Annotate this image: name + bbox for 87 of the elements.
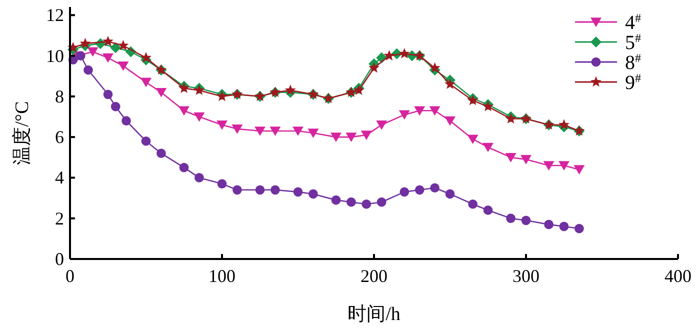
point xyxy=(482,142,494,152)
point xyxy=(468,199,478,209)
point xyxy=(506,214,516,224)
point xyxy=(140,78,152,88)
legend-label: 8$^{#}$ xyxy=(625,51,641,74)
point xyxy=(103,90,113,100)
point xyxy=(543,161,554,170)
point xyxy=(178,106,190,116)
point xyxy=(284,84,296,95)
point xyxy=(293,187,303,197)
point xyxy=(254,126,266,136)
point xyxy=(80,38,91,48)
point xyxy=(376,120,388,130)
point xyxy=(270,126,281,136)
y-tick-label: 12 xyxy=(46,5,64,26)
point xyxy=(376,197,386,207)
point xyxy=(414,185,424,195)
point xyxy=(559,222,569,232)
point xyxy=(110,42,122,54)
point xyxy=(140,52,152,62)
point xyxy=(558,161,570,170)
y-axis-title: 温度/°C xyxy=(11,101,33,165)
point xyxy=(400,187,410,197)
point xyxy=(398,110,410,120)
point xyxy=(331,195,341,205)
point xyxy=(574,224,584,234)
y-tick-label: 4 xyxy=(55,168,64,188)
x-tick-label: 300 xyxy=(512,266,540,286)
point xyxy=(505,152,516,162)
point xyxy=(330,132,342,142)
y-tick-label: 0 xyxy=(55,249,64,269)
point xyxy=(444,116,456,126)
point xyxy=(270,185,280,195)
point xyxy=(414,106,426,116)
point xyxy=(346,197,356,207)
point xyxy=(122,116,131,126)
y-tick-label: 8 xyxy=(55,86,64,106)
point xyxy=(346,132,357,142)
point xyxy=(467,134,478,144)
point xyxy=(194,112,205,122)
point xyxy=(118,40,129,50)
legend-label: 5$^{#}$ xyxy=(625,31,641,54)
point xyxy=(483,206,493,215)
point xyxy=(102,36,114,46)
y-tick-label: 6 xyxy=(55,127,64,148)
point xyxy=(141,136,151,146)
point xyxy=(362,199,372,209)
point xyxy=(574,165,585,175)
point xyxy=(398,48,410,58)
point xyxy=(558,119,570,130)
point xyxy=(429,106,440,116)
point xyxy=(87,47,98,57)
point xyxy=(84,65,93,75)
x-tick-label: 200 xyxy=(360,266,388,286)
point xyxy=(232,185,242,195)
point xyxy=(430,183,440,193)
legend-label: 4$^{#}$ xyxy=(625,11,641,34)
point xyxy=(384,50,395,60)
legend-label: 9$^{#}$ xyxy=(625,71,641,94)
point xyxy=(368,62,380,73)
point xyxy=(216,120,228,130)
x-axis-title: 时间/h xyxy=(348,304,401,325)
point xyxy=(520,155,532,164)
point xyxy=(429,62,440,73)
point xyxy=(521,216,531,226)
point xyxy=(360,130,372,140)
point xyxy=(444,78,456,89)
point xyxy=(308,189,318,199)
point xyxy=(217,179,227,188)
point xyxy=(102,53,114,63)
point xyxy=(445,189,455,199)
point xyxy=(292,126,304,136)
point xyxy=(179,162,189,172)
point xyxy=(118,62,129,71)
point xyxy=(156,148,166,158)
point xyxy=(110,102,120,112)
point xyxy=(194,173,204,182)
point xyxy=(308,128,319,138)
point xyxy=(255,185,265,195)
point xyxy=(76,51,86,60)
y-tick-label: 2 xyxy=(55,208,64,228)
x-tick-label: 400 xyxy=(664,266,692,286)
point xyxy=(232,124,243,134)
point xyxy=(544,220,554,230)
y-tick-label: 10 xyxy=(46,46,64,66)
point xyxy=(156,88,167,98)
x-tick-label: 100 xyxy=(208,266,236,286)
